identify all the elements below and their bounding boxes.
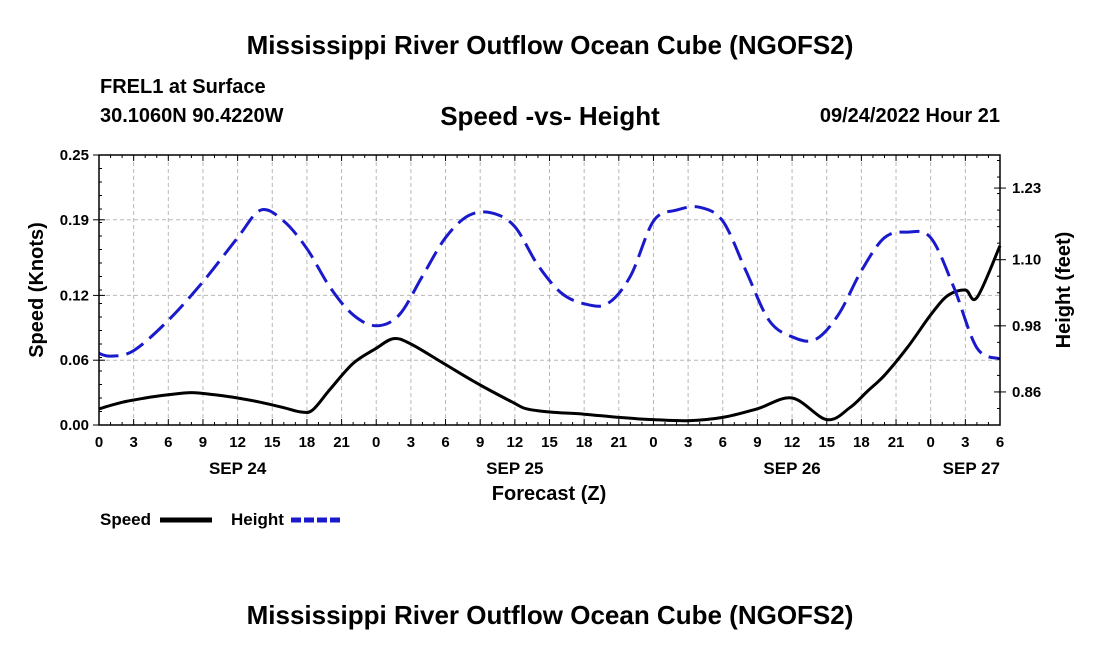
series-line-height <box>98 205 1001 361</box>
series-layer <box>98 205 1002 423</box>
x-tick-label: 21 <box>888 434 905 451</box>
y-tick-label: 0.06 <box>60 352 89 369</box>
footer-title: Mississippi River Outflow Ocean Cube (NG… <box>246 600 854 630</box>
x-tick-label: 6 <box>164 434 172 451</box>
y-tick-label: 0.00 <box>60 417 89 434</box>
y2-tick-label: 1.23 <box>1012 180 1041 197</box>
axes: 0 3 6 9 12 15 18 21 0 3 6 9 12 15 18 21 0 3 6 9 12 15 18 21 0 3 6 S… <box>60 147 1041 478</box>
x-tick-label: 9 <box>476 434 484 451</box>
x-tick-label: 0 <box>372 434 380 451</box>
legend-speed-label: Speed <box>100 510 151 529</box>
chart-title: Mississippi River Outflow Ocean Cube (NG… <box>246 30 854 60</box>
x-tick-label: 21 <box>333 434 350 451</box>
x-tick-label: 0 <box>95 434 103 451</box>
date-label: SEP 25 <box>486 459 543 478</box>
x-tick-label: 18 <box>853 434 870 451</box>
valid-time: 09/24/2022 Hour 21 <box>819 105 1000 127</box>
x-tick-label: 12 <box>784 434 801 451</box>
x-tick-label: 12 <box>507 434 524 451</box>
date-label: SEP 26 <box>763 459 820 478</box>
y-axis-label: Speed (Knots) <box>26 222 48 358</box>
x-tick-label: 3 <box>684 434 692 451</box>
x-tick-label: 3 <box>961 434 969 451</box>
x-tick-label: 15 <box>264 434 281 451</box>
x-tick-label: 3 <box>129 434 137 451</box>
x-axis-label: Forecast (Z) <box>492 483 606 505</box>
x-tick-label: 15 <box>818 434 835 451</box>
legend-height-label: Height <box>231 510 284 529</box>
x-tick-label: 15 <box>541 434 558 451</box>
grid <box>98 154 1001 426</box>
x-tick-label: 18 <box>576 434 593 451</box>
x-tick-label: 12 <box>229 434 246 451</box>
date-label: SEP 27 <box>943 459 1000 478</box>
station-label: FREL1 at Surface <box>100 76 266 98</box>
x-tick-label: 3 <box>407 434 415 451</box>
y2-tick-label: 1.10 <box>1012 252 1041 269</box>
x-tick-label: 6 <box>719 434 727 451</box>
series-line-speed <box>98 245 1002 423</box>
x-tick-label: 0 <box>649 434 657 451</box>
chart-subtitle: Speed -vs- Height <box>440 101 660 131</box>
date-label: SEP 24 <box>209 459 267 478</box>
x-tick-label: 6 <box>441 434 449 451</box>
y-tick-label: 0.19 <box>60 212 89 229</box>
x-tick-label: 6 <box>996 434 1004 451</box>
x-tick-label: 18 <box>299 434 316 451</box>
y-tick-label: 0.12 <box>60 287 89 304</box>
y2-tick-label: 0.86 <box>1012 384 1041 401</box>
x-tick-label: 9 <box>753 434 761 451</box>
x-tick-label: 21 <box>610 434 627 451</box>
x-tick-label: 9 <box>199 434 207 451</box>
y2-tick-label: 0.98 <box>1012 318 1041 335</box>
x-tick-label: 0 <box>927 434 935 451</box>
station-coordinates: 30.1060N 90.4220W <box>100 105 284 127</box>
y-tick-label: 0.25 <box>60 147 89 164</box>
y2-axis-label: Height (feet) <box>1053 232 1075 349</box>
legend: Speed Height <box>100 510 343 529</box>
